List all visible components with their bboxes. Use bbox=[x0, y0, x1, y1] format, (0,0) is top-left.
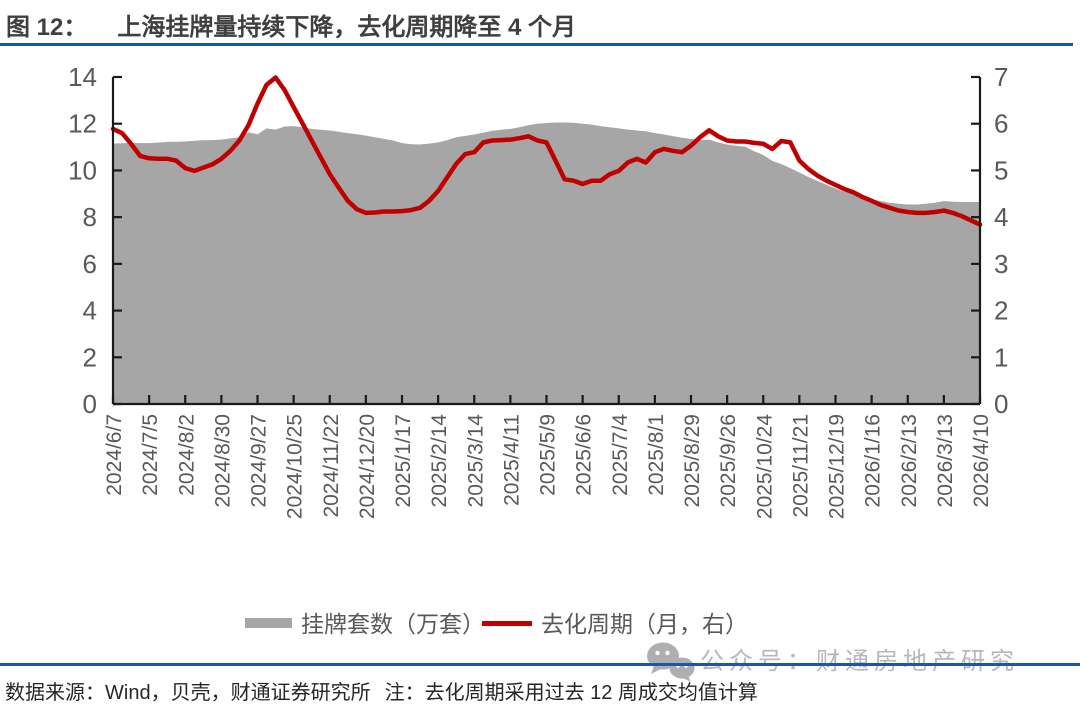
footer-rule bbox=[0, 663, 1080, 666]
y-axis-label-right: 7 bbox=[994, 62, 1008, 92]
x-axis-label: 2024/11/22 bbox=[320, 414, 343, 518]
title-underline bbox=[0, 43, 1073, 46]
chart-axes bbox=[111, 75, 982, 406]
y-axis-label-left: 0 bbox=[83, 389, 97, 419]
figure-number: 图 12： bbox=[6, 14, 88, 41]
x-axis-label: 2025/5/9 bbox=[537, 414, 560, 496]
y-axis-label-left: 6 bbox=[83, 249, 97, 279]
x-axis-label: 2025/8/1 bbox=[645, 414, 668, 496]
x-axis-label: 2025/7/4 bbox=[609, 414, 632, 496]
watermark: 公众号：财通房地产研究 bbox=[644, 640, 1019, 684]
x-axis-label: 2025/8/29 bbox=[681, 414, 704, 507]
legend-label-cycle: 去化周期（月，右） bbox=[541, 611, 748, 637]
y-axis-label-left: 2 bbox=[83, 342, 97, 372]
x-axis-label: 2024/8/30 bbox=[211, 414, 234, 507]
y-axis-label-right: 6 bbox=[994, 109, 1008, 139]
x-axis-label: 2025/11/21 bbox=[789, 414, 812, 518]
y-axis-label-right: 4 bbox=[994, 202, 1008, 232]
y-axis-label-right: 3 bbox=[994, 249, 1008, 279]
x-axis-label: 2025/3/14 bbox=[464, 414, 487, 508]
y-axis-label-right: 1 bbox=[994, 342, 1008, 372]
x-axis-label: 2025/4/11 bbox=[500, 414, 523, 506]
x-axis-label: 2024/12/20 bbox=[356, 414, 379, 519]
y-axis-label-right: 0 bbox=[994, 389, 1008, 419]
x-axis-label: 2025/9/26 bbox=[717, 414, 740, 507]
legend-label-listings: 挂牌套数（万套） bbox=[301, 611, 485, 637]
x-axis-label: 2024/6/7 bbox=[103, 414, 126, 496]
wechat-icon bbox=[647, 642, 695, 682]
y-axis-label-left: 12 bbox=[68, 109, 97, 139]
figure-title: 图 12： 上海挂牌量持续下降，去化周期降至 4 个月 bbox=[6, 7, 576, 42]
x-axis-label: 2024/9/27 bbox=[248, 414, 271, 507]
x-axis-label: 2025/10/24 bbox=[753, 414, 776, 519]
y-axis-label-left: 4 bbox=[83, 296, 97, 326]
y-axis-label-right: 2 bbox=[994, 296, 1008, 326]
y-axis-label-left: 8 bbox=[83, 202, 97, 232]
x-axis-label: 2026/1/16 bbox=[862, 414, 885, 507]
cycle-line-shape bbox=[110, 75, 983, 227]
listings-area-shape bbox=[113, 122, 980, 404]
footer: 数据来源：Wind，贝壳，财通证券研究所 注：去化周期采用过去 12 周成交均值计… bbox=[5, 676, 758, 705]
y-axis-label-right: 5 bbox=[994, 155, 1008, 185]
figure-title-text: 上海挂牌量持续下降，去化周期降至 4 个月 bbox=[117, 14, 577, 41]
x-axis-label: 2025/2/14 bbox=[428, 414, 451, 508]
x-axis-label: 2025/1/17 bbox=[392, 414, 415, 507]
x-axis-label: 2026/4/10 bbox=[970, 414, 993, 507]
line-series-cycle bbox=[110, 75, 983, 227]
y-axis-label-left: 10 bbox=[68, 155, 97, 185]
legend-swatch-listings bbox=[245, 618, 292, 628]
x-axis-label: 2025/6/6 bbox=[573, 414, 596, 496]
x-axis-label: 2026/3/13 bbox=[934, 414, 957, 507]
watermark-text: 公众号：财通房地产研究 bbox=[700, 648, 1019, 675]
x-axis-label: 2024/8/2 bbox=[175, 414, 198, 496]
data-source: 数据来源：Wind，贝壳，财通证券研究所 bbox=[5, 682, 371, 704]
x-axis-label: 2026/2/13 bbox=[898, 414, 921, 507]
x-axis-label: 2025/12/19 bbox=[826, 414, 849, 519]
x-axis-label: 2024/10/25 bbox=[284, 414, 307, 519]
chart-legend: 挂牌套数（万套） 去化周期（月，右） bbox=[245, 611, 748, 637]
area-series-listings bbox=[113, 122, 980, 404]
chart-note: 注：去化周期采用过去 12 周成交均值计算 bbox=[384, 682, 758, 704]
x-axis-label: 2024/7/5 bbox=[139, 414, 162, 496]
y-axis-label-left: 14 bbox=[68, 62, 97, 92]
